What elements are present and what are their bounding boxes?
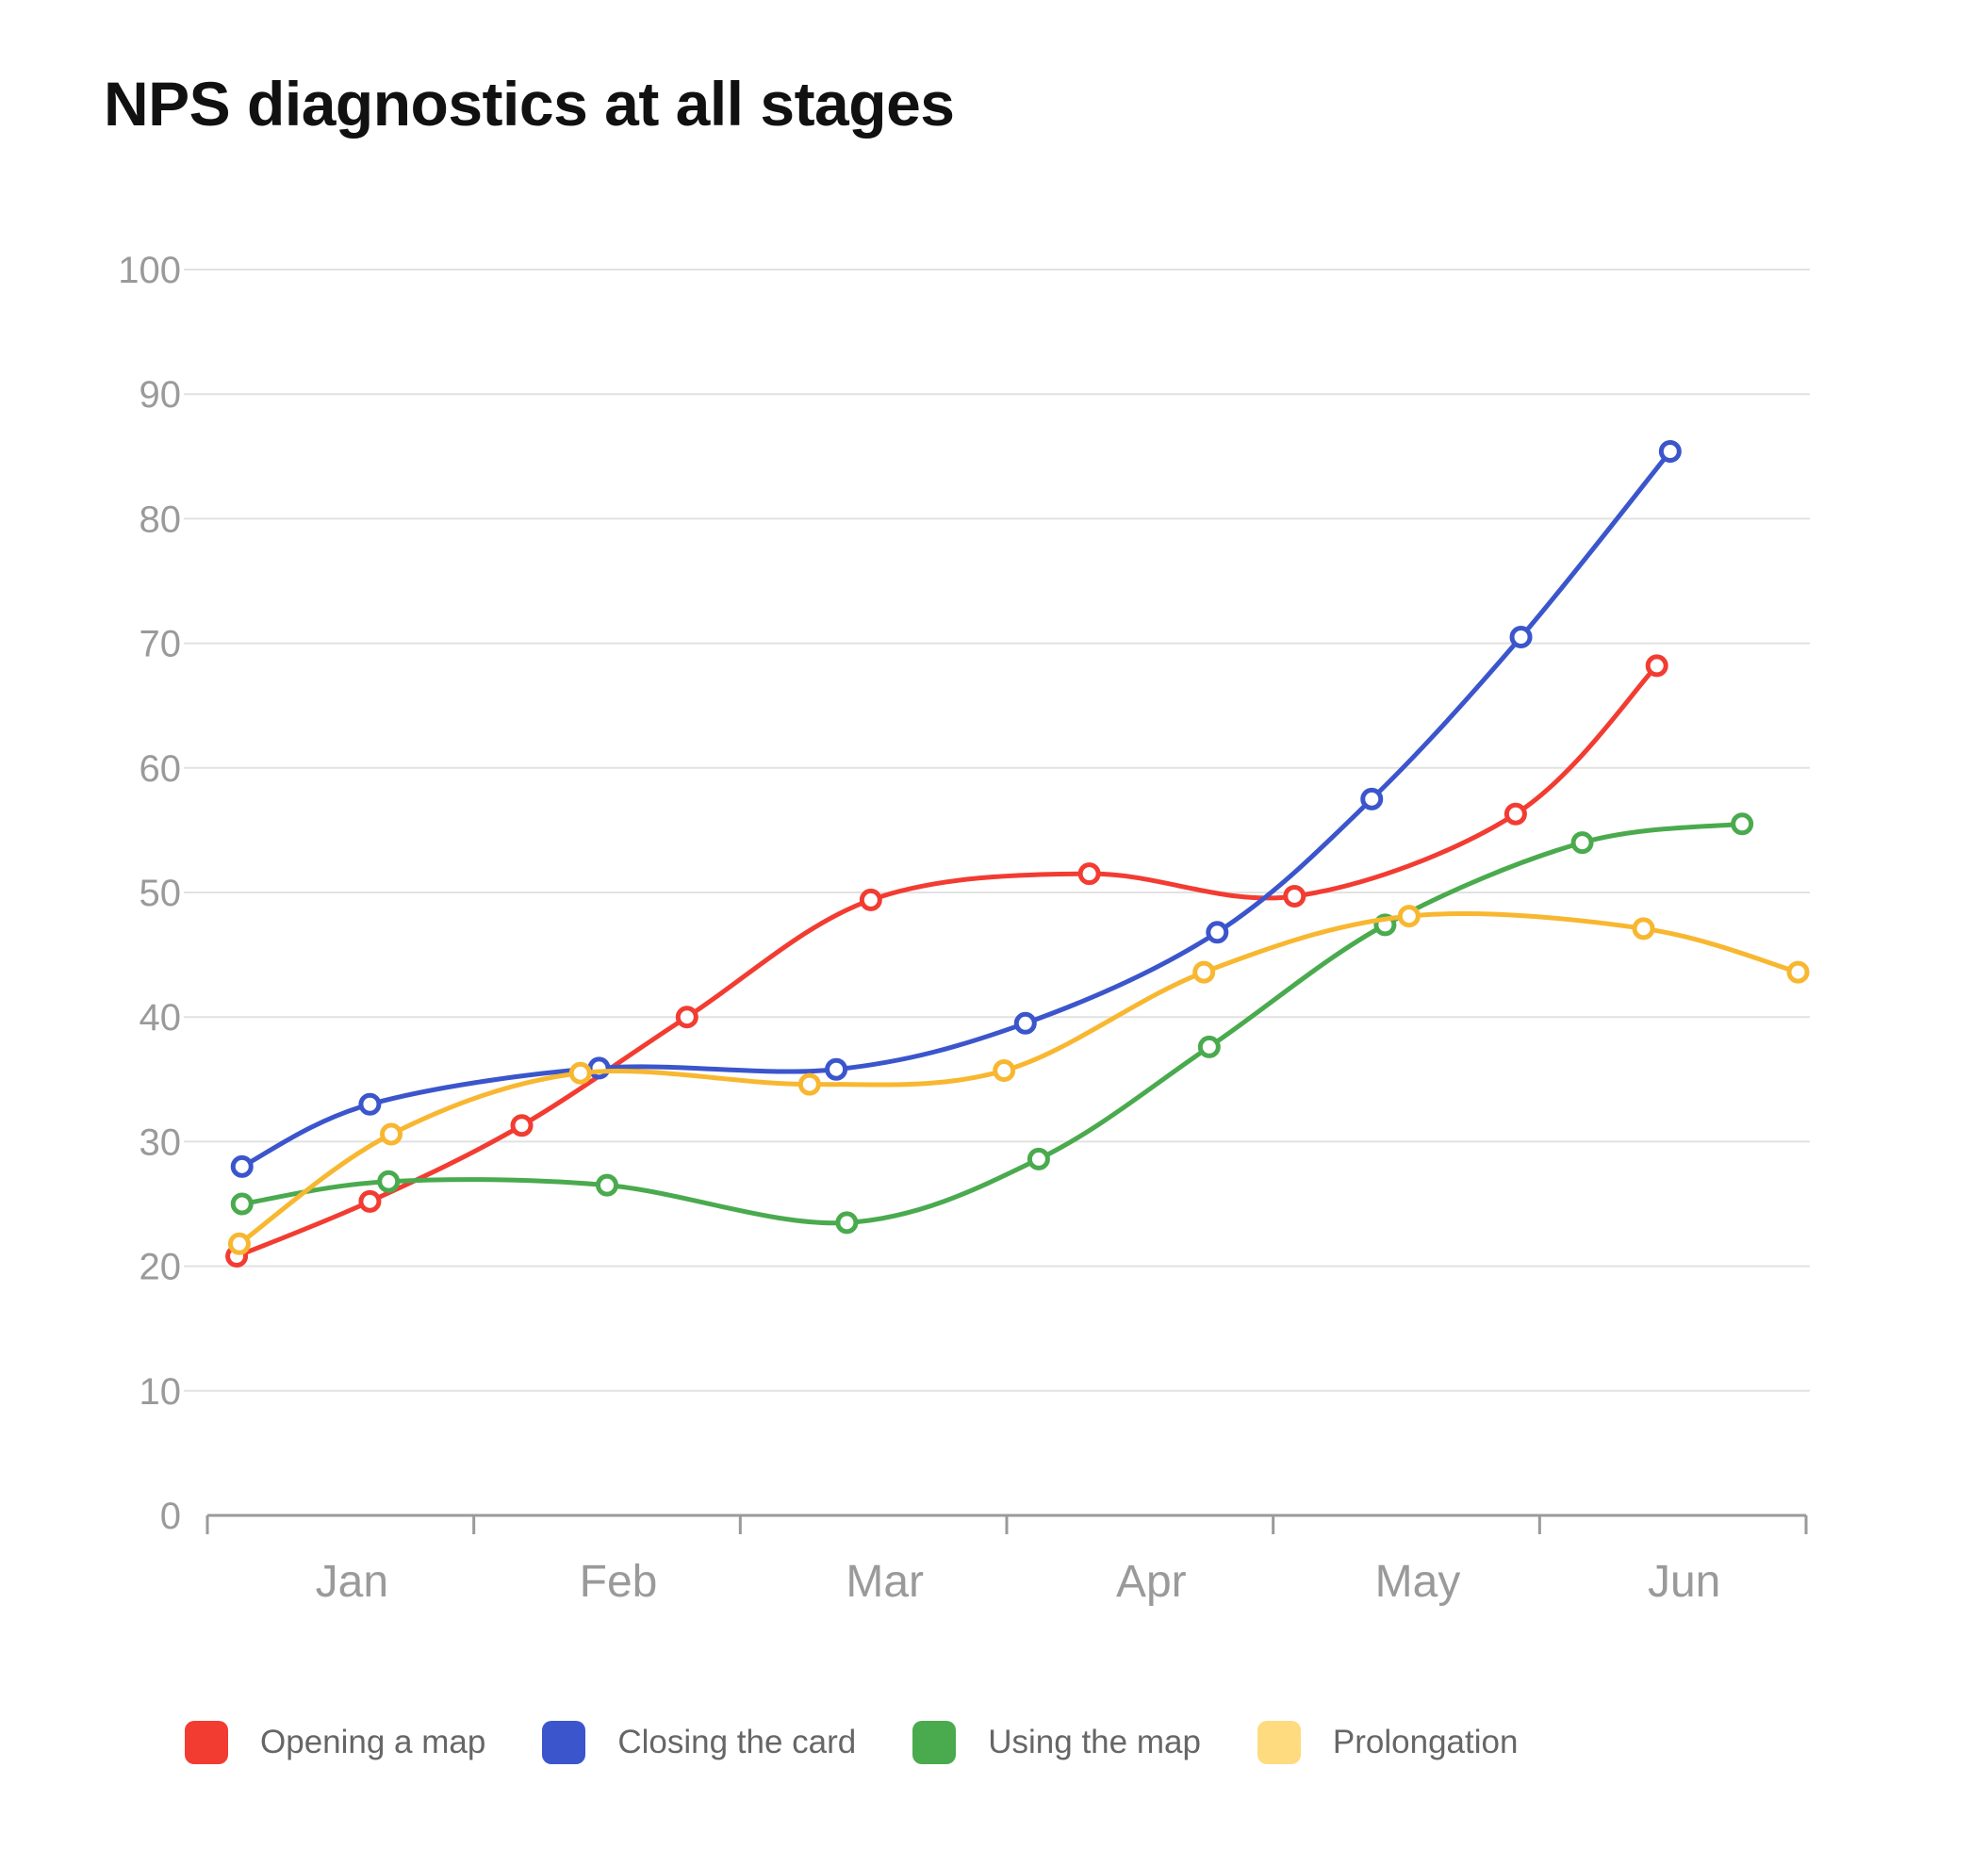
series-line-closing-the-card <box>239 449 1673 1170</box>
data-point-closing-the-card <box>1013 1011 1037 1035</box>
data-point-opening-a-map <box>1645 654 1668 678</box>
data-point-prolongation <box>1786 960 1810 984</box>
y-tick-label: 30 <box>140 1121 182 1163</box>
data-point-closing-the-card <box>358 1092 382 1116</box>
legend-label: Using the map <box>988 1724 1201 1760</box>
series-line-using-the-map <box>239 821 1745 1226</box>
data-point-prolongation <box>1192 960 1216 984</box>
data-point-using-the-map <box>1197 1035 1221 1058</box>
x-tick-label: Jan <box>316 1557 388 1607</box>
data-point-opening-a-map <box>1283 884 1306 908</box>
legend-label: Prolongation <box>1332 1724 1519 1760</box>
y-tick-label: 20 <box>140 1247 182 1288</box>
data-point-opening-a-map <box>675 1006 698 1029</box>
x-tick-label: Feb <box>580 1557 658 1607</box>
x-tick-label: May <box>1375 1557 1461 1607</box>
data-point-prolongation <box>797 1072 821 1096</box>
data-point-closing-the-card <box>1206 921 1229 944</box>
data-point-prolongation <box>380 1122 403 1146</box>
x-tick-label: Apr <box>1116 1557 1187 1607</box>
y-tick-label: 100 <box>118 250 181 291</box>
x-tick-label: Mar <box>846 1557 924 1607</box>
legend-item-opening-a-map[interactable]: Opening a map <box>185 1721 485 1764</box>
data-point-opening-a-map <box>358 1189 382 1213</box>
chart-legend: Opening a map Closing the card Using the m… <box>185 1721 1574 1764</box>
data-point-opening-a-map <box>1503 802 1527 826</box>
y-tick-label: 50 <box>140 873 182 914</box>
data-point-prolongation <box>1632 917 1655 941</box>
legend-item-using-the-map[interactable]: Using the map <box>912 1721 1201 1764</box>
legend-swatch <box>912 1721 957 1764</box>
y-tick-label: 60 <box>140 748 182 790</box>
data-point-using-the-map <box>596 1173 618 1197</box>
data-point-closing-the-card <box>1509 625 1533 648</box>
data-point-opening-a-map <box>1077 862 1101 886</box>
data-point-using-the-map <box>1027 1147 1050 1170</box>
y-tick-label: 40 <box>140 997 182 1039</box>
data-point-using-the-map <box>377 1170 401 1193</box>
data-point-prolongation <box>1397 905 1421 928</box>
data-point-opening-a-map <box>510 1114 534 1137</box>
legend-label: Closing the card <box>617 1724 857 1760</box>
data-point-using-the-map <box>230 1192 254 1216</box>
data-point-closing-the-card <box>1360 787 1384 810</box>
legend-item-closing-the-card[interactable]: Closing the card <box>542 1721 856 1764</box>
y-tick-label: 90 <box>140 374 182 416</box>
data-point-opening-a-map <box>859 888 882 911</box>
series-line-opening-a-map <box>234 663 1660 1259</box>
data-point-closing-the-card <box>230 1154 254 1178</box>
legend-swatch <box>1257 1721 1301 1764</box>
chart-title: NPS diagnostics at all stages <box>104 69 955 139</box>
series-line-prolongation <box>237 911 1801 1247</box>
legend-swatch <box>542 1721 586 1764</box>
legend-item-prolongation[interactable]: Prolongation <box>1257 1721 1519 1764</box>
data-point-closing-the-card <box>1658 440 1682 464</box>
y-tick-label: 70 <box>140 624 182 665</box>
legend-label: Opening a map <box>260 1724 486 1760</box>
x-tick-label: Jun <box>1648 1557 1720 1607</box>
data-point-using-the-map <box>1570 831 1594 855</box>
data-point-using-the-map <box>1731 812 1754 836</box>
y-tick-label: 80 <box>140 499 182 540</box>
y-tick-label: 0 <box>160 1496 181 1537</box>
data-point-prolongation <box>568 1061 592 1085</box>
legend-swatch <box>185 1721 228 1764</box>
data-point-prolongation <box>993 1059 1016 1083</box>
data-point-closing-the-card <box>825 1057 848 1081</box>
y-tick-label: 10 <box>140 1371 182 1413</box>
data-point-using-the-map <box>835 1211 859 1235</box>
data-point-closing-the-card <box>587 1056 611 1080</box>
data-point-prolongation <box>227 1232 251 1255</box>
